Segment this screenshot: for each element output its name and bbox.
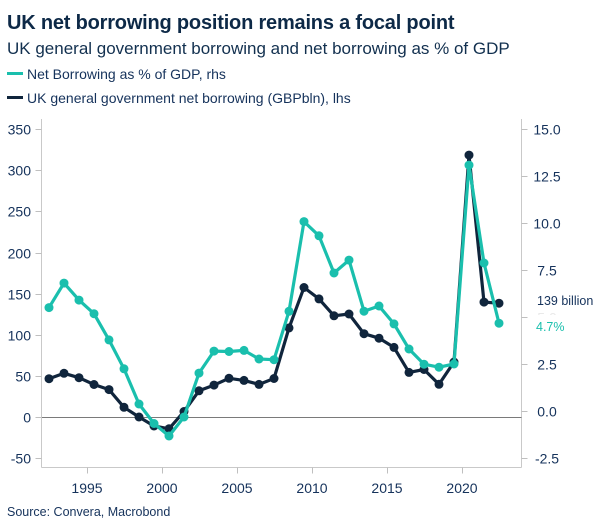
svg-text:10.0: 10.0 <box>533 216 560 232</box>
svg-text:2000: 2000 <box>146 480 177 496</box>
svg-text:-50: -50 <box>11 451 31 467</box>
svg-text:350: 350 <box>8 122 32 138</box>
svg-text:0.0: 0.0 <box>537 404 557 420</box>
svg-text:50: 50 <box>15 369 31 385</box>
svg-text:2.5: 2.5 <box>537 357 557 373</box>
svg-text:2005: 2005 <box>221 480 252 496</box>
svg-text:7.5: 7.5 <box>537 263 557 279</box>
svg-text:250: 250 <box>8 204 32 220</box>
svg-text:100: 100 <box>8 328 32 344</box>
svg-text:12.5: 12.5 <box>533 169 560 185</box>
svg-text:300: 300 <box>8 163 32 179</box>
svg-text:150: 150 <box>8 287 32 303</box>
svg-text:-2.5: -2.5 <box>535 451 559 467</box>
svg-text:2020: 2020 <box>446 480 477 496</box>
svg-text:1995: 1995 <box>71 480 102 496</box>
svg-text:15.0: 15.0 <box>533 122 560 138</box>
svg-text:0: 0 <box>23 410 31 426</box>
svg-text:200: 200 <box>8 246 32 262</box>
svg-text:2010: 2010 <box>296 480 327 496</box>
svg-text:2015: 2015 <box>371 480 402 496</box>
